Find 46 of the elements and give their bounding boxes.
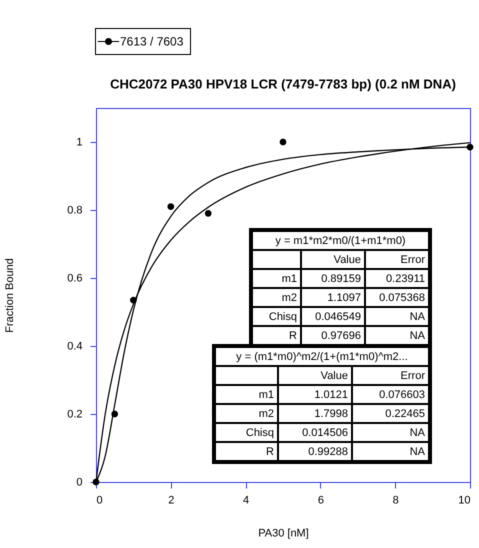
annotation: 1.7998 (278, 404, 352, 423)
annotation: 0.075368 (365, 288, 430, 307)
annotation: Error (352, 366, 430, 385)
annotation: NA (365, 307, 430, 326)
x-tick-label: 0 (96, 494, 103, 506)
annotation: Error (365, 250, 430, 269)
annotation: 0.99288 (278, 442, 352, 462)
y-tick-label: 1 (76, 136, 82, 148)
y-tick-label: 0.2 (67, 408, 82, 420)
annotation: m1 (251, 269, 301, 288)
annotation: NA (352, 423, 430, 442)
annotation: Chisq (251, 307, 301, 326)
y-tick-label: 0.8 (67, 204, 82, 216)
annotation: 0.046549 (301, 307, 365, 326)
x-axis-title: PA30 [nM] (258, 528, 309, 540)
annotation: 0.89159 (301, 269, 365, 288)
annotation: m2 (214, 404, 278, 423)
annotation: m2 (251, 288, 301, 307)
annotation: NA (365, 326, 430, 346)
x-tick-label: 4 (243, 494, 250, 506)
annotation: NA (352, 442, 430, 462)
annotation: 1.0121 (278, 385, 352, 404)
y-tick-label: 0 (76, 476, 82, 488)
x-tick-label: 6 (318, 494, 324, 506)
annotation: R (251, 326, 301, 346)
legend-label: 7613 / 7603 (120, 34, 184, 48)
y-tick-label: 0.4 (67, 340, 82, 352)
annotation: m1 (214, 385, 278, 404)
y-tick-label: 0.6 (67, 272, 82, 284)
x-tick-label: 10 (458, 494, 470, 506)
annotation: Value (278, 366, 352, 385)
annotation: 1.1097 (301, 288, 365, 307)
x-tick-label: 8 (392, 494, 399, 506)
annotation: y = (m1*m0)^m2/(1+(m1*m0)^m2... (214, 346, 430, 366)
annotation: 0.076603 (352, 385, 430, 404)
annotation: R (214, 442, 278, 462)
chart-title: CHC2072 PA30 HPV18 LCR (7479-7783 bp) (0.2 nM DNA) (110, 76, 456, 92)
annotation: y = m1*m2*m0/(1+m1*m0) (251, 230, 430, 250)
annotation: 0.23911 (365, 269, 430, 288)
annotation: 0.014506 (278, 423, 352, 442)
annotation: Value (301, 250, 365, 269)
annotation: 0.22465 (352, 404, 430, 423)
x-tick-label: 2 (168, 494, 174, 506)
annotation: Chisq (214, 423, 278, 442)
annotation: 0.97696 (301, 326, 365, 346)
y-axis-title: Fraction Bound (4, 258, 16, 333)
